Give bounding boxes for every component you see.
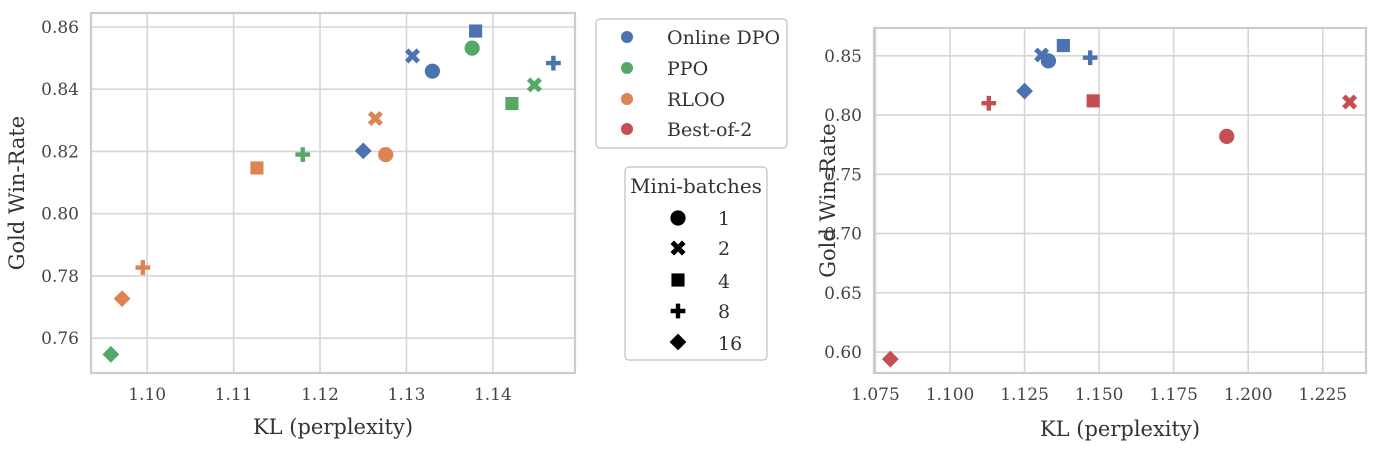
- left-y-tick-label: 0.82: [41, 142, 79, 162]
- point-best-of-2-mb-4: [1086, 94, 1100, 108]
- legend-minibatch-16-label: 16: [718, 333, 742, 355]
- right-plot-frame: [872, 26, 1368, 375]
- legend-ppo-marker: [621, 62, 633, 74]
- point-best-of-2-mb-8: [981, 95, 997, 111]
- left-y-axis-label: Gold Win-Rate: [5, 116, 29, 271]
- point-best-of-2-mb-2: [1342, 94, 1358, 110]
- right-x-tick-label: 1.200: [1224, 385, 1273, 405]
- legend-minibatch-4-marker: [671, 273, 685, 287]
- point-ppo-mb-8: [295, 147, 311, 162]
- left-y-tick-label: 0.76: [41, 329, 79, 349]
- left-y-tick-label: 0.86: [41, 18, 79, 38]
- right-x-axis-label: KL (perplexity): [1040, 417, 1200, 441]
- legend-online-dpo-label: Online DPO: [667, 27, 780, 49]
- left-y-tick-label: 0.78: [41, 267, 79, 287]
- legend-best-of-2-label: Best-of-2: [667, 119, 752, 141]
- left-y-tick-label: 0.80: [41, 205, 79, 225]
- right-y-tick-label: 0.65: [824, 284, 862, 304]
- right-y-tick-label: 0.80: [824, 106, 862, 126]
- legend-best-of-2-marker: [621, 123, 633, 135]
- legend-online-dpo-marker: [621, 31, 633, 43]
- left-x-tick-label: 1.14: [474, 385, 512, 405]
- point-ppo-mb-1: [464, 40, 480, 56]
- point-online-dpo-mb-2: [405, 48, 421, 64]
- left-x-tick-label: 1.13: [388, 385, 426, 405]
- right-y-tick-label: 0.85: [824, 47, 862, 67]
- left-scatter-plot: 1.10 1.11 1.12 1.13 1.14 0.76 0.78 0.80 0.82 0.84…: [5, 11, 577, 439]
- point-rloo-mb-1: [378, 146, 394, 163]
- legend-minibatch-16-marker: [669, 333, 687, 351]
- legend-minibatch-1-marker: [670, 210, 686, 226]
- point-ppo-mb-16: [102, 345, 120, 363]
- minibatches-legend-title: Mini-batches: [630, 174, 762, 198]
- right-x-tick-label: 1.100: [926, 385, 975, 405]
- right-y-tick-label: 0.75: [824, 165, 862, 185]
- point-online-dpo-mb-16: [354, 142, 372, 160]
- legend-ppo-label: PPO: [667, 58, 708, 80]
- left-x-tick-label: 1.10: [128, 385, 166, 405]
- right-x-tick-label: 1.175: [1149, 385, 1198, 405]
- right-y-tick-label: 0.70: [824, 225, 862, 245]
- left-plot-frame: [89, 11, 577, 375]
- left-x-axis-label: KL (perplexity): [253, 415, 413, 439]
- legend-minibatch-2-marker: [670, 240, 686, 256]
- point-online-dpo-mb-16: [1016, 82, 1033, 100]
- right-x-tick-label: 1.075: [851, 385, 900, 405]
- point-online-dpo-mb-8: [1082, 50, 1098, 66]
- right-y-axis-label: Gold Win-Rate: [816, 123, 840, 278]
- legend-rloo-label: RLOO: [667, 89, 725, 111]
- point-ppo-mb-4: [505, 96, 519, 111]
- left-y-tick-label: 0.84: [41, 80, 79, 100]
- point-rloo-mb-16: [113, 290, 131, 308]
- legend-minibatch-4-label: 4: [718, 271, 730, 293]
- methods-legend: Online DPO PPO RLOO Best-of-2: [595, 18, 788, 149]
- right-x-tick-label: 1.125: [1000, 385, 1049, 405]
- legend-minibatch-8-label: 8: [718, 301, 730, 323]
- point-online-dpo-mb-2: [1034, 47, 1050, 63]
- point-online-dpo-mb-8: [546, 55, 561, 71]
- point-online-dpo-mb-1: [424, 63, 440, 79]
- legend-minibatch-2-label: 2: [718, 238, 730, 260]
- point-rloo-mb-2: [367, 110, 383, 126]
- point-best-of-2-mb-1: [1219, 128, 1235, 145]
- legend-minibatch-1-label: 1: [718, 208, 730, 230]
- point-rloo-mb-8: [135, 260, 151, 275]
- minibatches-legend: Mini-batches 1 2 4 8 16: [624, 166, 768, 361]
- right-y-tick-label: 0.60: [824, 343, 862, 363]
- minibatches-legend-box: [624, 166, 768, 361]
- legend-rloo-marker: [621, 93, 633, 105]
- point-online-dpo-mb-4: [1056, 38, 1070, 53]
- point-rloo-mb-4: [250, 161, 264, 175]
- right-x-tick-label: 1.225: [1298, 385, 1347, 405]
- right-x-tick-label: 1.150: [1075, 385, 1124, 405]
- right-scatter-plot: 1.075 1.100 1.125 1.150 1.175 1.200 1.225 0.60 0…: [816, 26, 1368, 441]
- point-ppo-mb-2: [526, 77, 542, 93]
- left-x-tick-label: 1.12: [301, 385, 339, 405]
- legend-minibatch-8-marker: [670, 303, 686, 319]
- methods-legend-box: [595, 18, 788, 149]
- point-online-dpo-mb-4: [469, 24, 483, 38]
- point-best-of-2-mb-16: [882, 350, 899, 368]
- left-x-tick-label: 1.11: [215, 385, 253, 405]
